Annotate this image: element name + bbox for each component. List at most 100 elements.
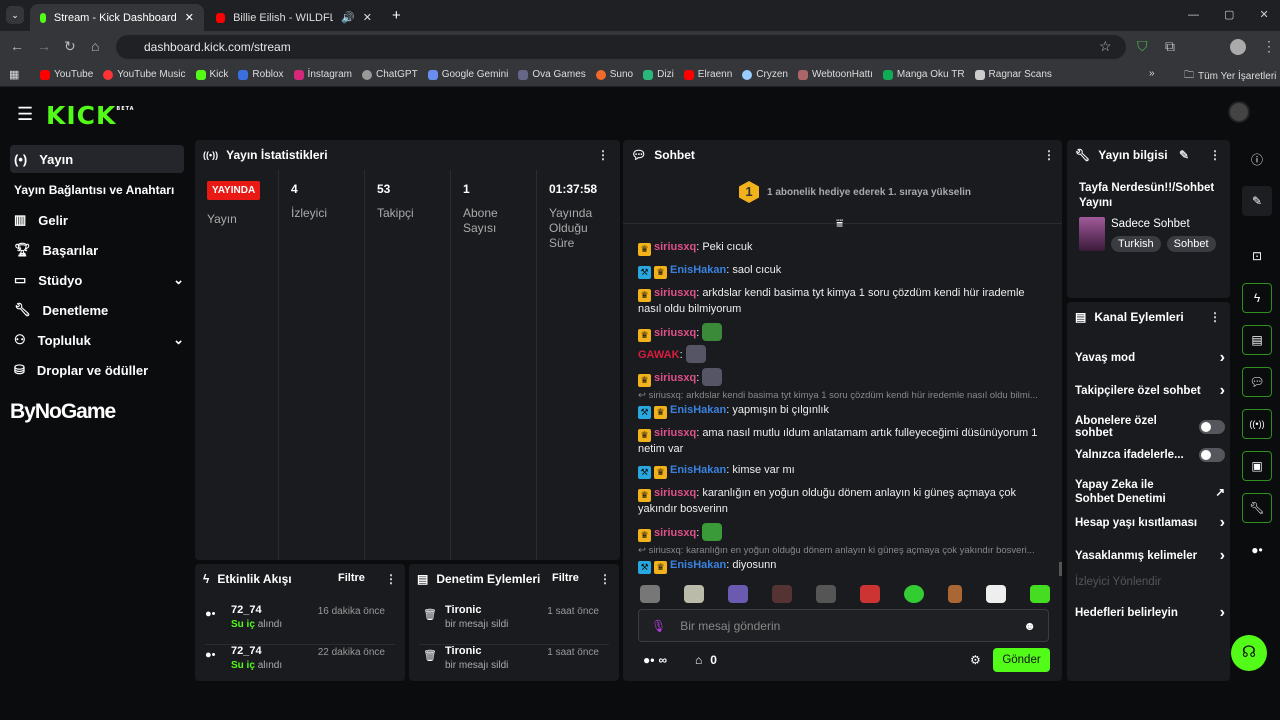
channel-action-item[interactable]: Takipçilere özel sohbet › [1075, 382, 1225, 399]
edit-icon[interactable]: ✎ [1179, 148, 1190, 162]
channel-icon[interactable]: ▣ [1242, 451, 1272, 481]
tab-kick-dashboard[interactable]: Stream - Kick Dashboard ✕ [30, 4, 204, 31]
forward-icon[interactable]: → [37, 38, 51, 54]
reply-preview[interactable]: ↩ siriusxq: arkdslar kendi basima tyt ki… [638, 390, 1038, 401]
more-options-icon[interactable]: ⋮ [1209, 310, 1221, 324]
lightning-icon[interactable]: ϟ [1242, 283, 1272, 313]
category-name[interactable]: Sadece Sohbet [1111, 218, 1190, 230]
info-icon[interactable]: ⓘ [1250, 152, 1263, 167]
chat-scrollbar[interactable] [1059, 562, 1062, 576]
sidebar-item-gelir[interactable]: ▥ Gelir [14, 212, 68, 228]
channel-action-item[interactable]: Yapay Zeka ile Sohbet Denetimi ↗ [1075, 479, 1225, 505]
bookmark[interactable]: Suno [595, 69, 633, 80]
emote[interactable] [1030, 585, 1050, 603]
kick-logo[interactable]: KICKBETA [46, 101, 135, 130]
filter-button[interactable]: Filtre [338, 572, 365, 584]
chat-username[interactable]: EnisHakan [670, 559, 727, 571]
bookmark-star-icon[interactable]: ☆ [1099, 38, 1112, 54]
bookmark[interactable]: WebtoonHattı [797, 69, 873, 80]
support-button[interactable]: ☊ [1231, 635, 1267, 671]
bookmark[interactable]: YouTube [40, 69, 93, 80]
profile-avatar[interactable] [1230, 39, 1246, 55]
sidebar-item-denetleme[interactable]: 🔧︎ Denetleme [14, 302, 109, 318]
more-options-icon[interactable]: ⋮ [597, 148, 609, 162]
chat-username[interactable]: siriusxq [654, 327, 697, 339]
extension-shield-icon[interactable]: ⛉ [1137, 38, 1148, 54]
bookmark[interactable]: Google Gemini [427, 69, 508, 80]
chat-username[interactable]: siriusxq [654, 372, 697, 384]
channel-action-item[interactable]: Yasaklanmış kelimeler › [1075, 547, 1225, 564]
emote[interactable] [728, 585, 748, 603]
emote[interactable] [816, 585, 836, 603]
bookmark[interactable]: Roblox [238, 69, 284, 80]
more-options-icon[interactable]: ⋮ [1209, 148, 1221, 162]
chat-username[interactable]: GAWAK [638, 349, 680, 361]
wrench-icon[interactable]: 🔧︎ [1242, 493, 1272, 523]
chat-username[interactable]: siriusxq [654, 427, 697, 439]
toggle-switch[interactable] [1199, 420, 1225, 434]
channel-action-item[interactable]: Hedefleri belirleyin › [1075, 604, 1225, 621]
bookmark[interactable]: Cryzen [742, 69, 788, 80]
bookmark[interactable]: YouTube Music [103, 69, 186, 80]
emote[interactable] [986, 585, 1006, 603]
bookmark[interactable]: Ragnar Scans [974, 69, 1052, 80]
scroll-to-bottom-icon[interactable]: ⩸ [836, 216, 844, 230]
channel-action-item[interactable]: Yavaş mod › [1075, 349, 1225, 366]
hamburger-menu-icon[interactable]: ☰ [17, 104, 34, 124]
chat-settings-icon[interactable]: ⚙ [970, 653, 981, 667]
tab-search-button[interactable]: ⌄ [6, 6, 24, 24]
back-icon[interactable]: ← [10, 38, 24, 54]
channel-points[interactable]: ●• ∞ [643, 653, 668, 667]
toggle-switch[interactable] [1199, 448, 1225, 462]
menu-icon[interactable]: ⋮ [1262, 38, 1276, 54]
emote[interactable] [684, 585, 704, 603]
all-bookmarks[interactable]: 🗀 Tüm Yer İşaretleri [1184, 70, 1277, 82]
chat-username[interactable]: siriusxq [654, 241, 697, 253]
send-button[interactable]: Gönder [993, 648, 1050, 672]
more-options-icon[interactable]: ⋮ [1043, 148, 1055, 162]
document-icon[interactable]: ▤ [1242, 325, 1272, 355]
sidebar-item-stream-key[interactable]: Yayın Bağlantısı ve Anahtarı [14, 183, 175, 197]
bookmark[interactable]: Manga Oku TR [882, 69, 965, 80]
speaker-icon[interactable]: 🔊 [341, 12, 355, 24]
tag[interactable]: Sohbet [1166, 236, 1216, 252]
bookmark[interactable]: Elraenn [683, 69, 732, 80]
user-avatar[interactable] [1228, 101, 1250, 123]
home-icon[interactable]: ⌂ [91, 38, 100, 54]
emote[interactable] [640, 585, 660, 603]
bookmark[interactable]: Ova Games [518, 69, 586, 80]
apps-icon[interactable]: ▦ [9, 69, 20, 81]
sidebar-item-yayin[interactable]: (•) Yayın [10, 145, 184, 173]
new-tab-button[interactable]: + [392, 7, 401, 24]
bookmark[interactable]: Kick [195, 69, 228, 80]
tag[interactable]: Turkish [1111, 236, 1161, 252]
reload-icon[interactable]: ↻ [64, 38, 76, 54]
channel-action-item[interactable]: Hesap yaşı kısıtlaması › [1075, 514, 1225, 531]
chat-username[interactable]: EnisHakan [670, 464, 727, 476]
more-options-icon[interactable]: ⋮ [599, 572, 611, 586]
edit-icon[interactable]: ✎ [1242, 186, 1272, 216]
microphone-icon[interactable]: 🎙︎ [651, 618, 667, 633]
window-controls[interactable]: — ▢ ✕ [1188, 9, 1269, 21]
chat-username[interactable]: EnisHakan [670, 264, 727, 276]
sidebar-item-droplar[interactable]: ⛁ Droplar ve ödüller [14, 362, 149, 378]
bookmark[interactable]: Dizi [643, 69, 674, 80]
capture-icon[interactable]: ⊡ [1251, 249, 1263, 263]
filter-button[interactable]: Filtre [552, 572, 579, 584]
points-icon[interactable]: ●• [1251, 543, 1263, 557]
sidebar-item-studyo[interactable]: ▭ Stüdyo ⌄ [14, 272, 184, 288]
store[interactable]: ⌂ 0 [695, 653, 717, 667]
bookmark[interactable]: İnstagram [293, 69, 352, 80]
emoji-icon[interactable]: ☻ [1023, 618, 1036, 633]
sidebar-item-basarilar[interactable]: 🏆︎ Başarılar [14, 242, 99, 258]
emote[interactable] [904, 585, 924, 603]
reply-preview[interactable]: ↩ siriusxq: karanlığın en yoğun olduğu d… [638, 545, 1035, 556]
chat-bubble-icon[interactable]: 💬︎ [1242, 367, 1272, 397]
emote[interactable] [860, 585, 880, 603]
chat-input[interactable]: 🎙︎ Bir mesaj gönderin ☻ [638, 609, 1049, 642]
chat-username[interactable]: siriusxq [654, 527, 697, 539]
close-icon[interactable]: ✕ [362, 12, 372, 24]
close-icon[interactable]: ✕ [184, 12, 194, 24]
chat-username[interactable]: siriusxq [654, 287, 697, 299]
extensions-icon[interactable]: ⧉ [1165, 38, 1175, 54]
